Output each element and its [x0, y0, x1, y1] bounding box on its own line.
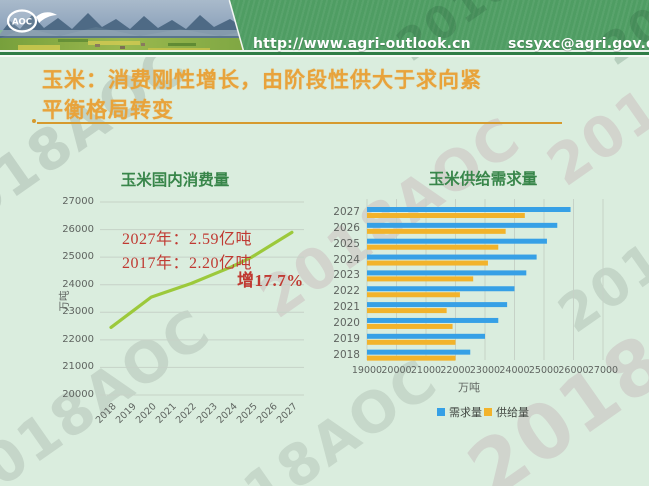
bar-supply-2024	[367, 260, 488, 266]
legend-label-supply: 供给量	[496, 406, 529, 419]
right-chart-title: 玉米供给需求量	[428, 170, 538, 188]
aoc-logo-text: AOC	[12, 18, 32, 28]
right-chart-plot	[366, 199, 604, 361]
header-divider-stripes	[0, 50, 649, 57]
logo-swoosh	[36, 12, 57, 23]
bar-demand-2023	[367, 270, 527, 276]
bar-supply-2026	[367, 228, 506, 234]
right-x-tick-23000: 23000	[469, 365, 501, 376]
annotation-growth: 增17.7%	[237, 271, 304, 290]
title-bullet-dot	[32, 119, 36, 123]
bar-demand-2019	[367, 333, 485, 339]
legend-label-demand: 需求量	[449, 406, 482, 419]
header-url: http://www.agri-outlook.cn	[253, 36, 471, 52]
left-y-tick-23000: 23000	[62, 306, 94, 318]
slide-title-line2: 平衡格局转变	[42, 98, 174, 122]
right-x-tick-20000: 20000	[381, 365, 412, 376]
bar-demand-2025	[367, 238, 547, 244]
left-y-tick-20000: 20000	[62, 389, 94, 400]
bar-supply-2022	[367, 292, 460, 298]
right-x-tick-27000: 27000	[587, 365, 619, 376]
right-y-tick-2018: 2018	[333, 348, 360, 361]
bar-supply-2019	[367, 339, 456, 345]
left-chart-title: 玉米国内消费量	[120, 171, 230, 189]
bar-supply-2027	[367, 213, 525, 218]
legend-swatch-demand	[437, 408, 445, 416]
bar-demand-2026	[367, 222, 558, 228]
left-y-tick-24000: 24000	[62, 278, 94, 290]
left-y-tick-22000: 22000	[62, 333, 94, 345]
bar-demand-2022	[367, 286, 515, 292]
right-y-tick-2026: 2026	[333, 221, 360, 234]
right-x-tick-22000: 22000	[440, 365, 471, 376]
bar-demand-2027	[367, 207, 571, 212]
right-x-axis-label: 万吨	[458, 381, 480, 394]
annotation-2027: 2027年：2.59亿吨	[122, 231, 253, 248]
consumption-line	[109, 230, 294, 330]
bar-demand-2018	[367, 349, 471, 355]
right-x-tick-19000: 19000	[351, 365, 383, 376]
landscape-photo	[0, 0, 246, 57]
left-y-tick-21000: 21000	[62, 361, 94, 373]
bar-supply-2018	[367, 355, 456, 361]
aoc-logo: AOC	[6, 9, 57, 33]
title-underline	[37, 122, 562, 124]
right-x-tick-26000: 26000	[558, 365, 589, 376]
annotation-2017: 2017年：2.20亿吨	[122, 255, 253, 272]
right-x-tick-24000: 24000	[499, 365, 530, 376]
header-email: scsyxc@agri.gov.cn	[508, 36, 649, 52]
right-y-tick-2021: 2021	[333, 301, 360, 314]
bar-supply-2023	[367, 276, 474, 282]
left-y-tick-26000: 26000	[62, 223, 94, 235]
slide-title-line1: 玉米：消费刚性增长，由阶段性供大于求向紧	[42, 68, 482, 92]
right-y-tick-2023: 2023	[333, 269, 360, 282]
left-y-tick-25000: 25000	[62, 251, 94, 263]
left-chart-plot	[100, 201, 304, 396]
right-x-tick-25000: 25000	[528, 365, 560, 376]
right-y-tick-2027: 2027	[333, 206, 360, 218]
bar-demand-2020	[367, 317, 499, 323]
bar-supply-2020	[367, 323, 453, 329]
bar-demand-2024	[367, 254, 537, 260]
right-y-tick-2019: 2019	[333, 332, 360, 345]
right-y-tick-2022: 2022	[333, 285, 360, 298]
bar-demand-2021	[367, 302, 508, 308]
right-y-tick-2020: 2020	[333, 316, 360, 329]
header-photo: AOC	[0, 0, 246, 57]
right-x-tick-21000: 21000	[410, 365, 442, 376]
left-y-tick-27000: 27000	[62, 196, 94, 207]
bar-supply-2021	[367, 308, 447, 314]
bar-supply-2025	[367, 244, 499, 250]
right-y-tick-2024: 2024	[333, 253, 360, 266]
legend-swatch-supply	[484, 408, 492, 416]
right-y-tick-2025: 2025	[333, 237, 360, 250]
